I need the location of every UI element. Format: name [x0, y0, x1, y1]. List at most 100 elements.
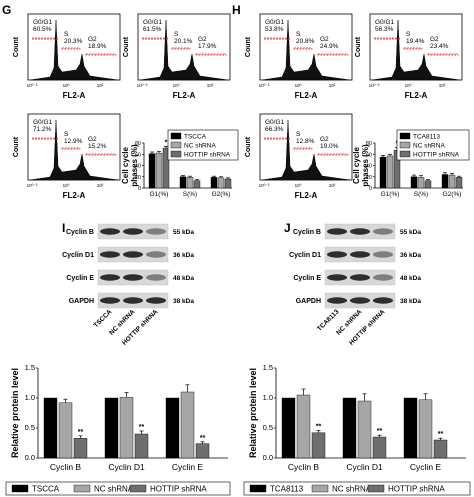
- gate-s-line: [293, 147, 313, 150]
- gate-g0g1-line: [263, 37, 291, 40]
- gate-s-line: [61, 147, 81, 150]
- blot-band: [100, 297, 120, 304]
- gate-g2-line: [85, 53, 117, 56]
- blot-band: [146, 274, 166, 281]
- gate-g0g1-line: [31, 137, 59, 140]
- bar-nc-shrna: [217, 177, 225, 189]
- significance-marker: **: [78, 429, 84, 436]
- flow-ylabel: Count: [123, 36, 130, 57]
- flow-s-label: S 20.3%: [64, 31, 83, 45]
- bar-hottip-shrna: [372, 436, 387, 459]
- x-category-label: S(%): [183, 191, 197, 198]
- flow-xlabel: FL2-A: [405, 91, 428, 100]
- legend-swatch: [399, 141, 411, 149]
- blot-band: [123, 251, 143, 258]
- gate-g2-line: [195, 53, 227, 56]
- flow-g0g1-label: G0/G1 71.2%: [33, 119, 53, 133]
- flow-histogram: [29, 19, 119, 81]
- bar-nc-shrna: [180, 391, 195, 459]
- flow-g2-label: G2 23.4%: [430, 36, 449, 50]
- flow-tick-label: 10⁰⁻²: [259, 183, 270, 188]
- bar-hottip-shrna: [224, 178, 232, 189]
- bar-tca8113: [441, 174, 449, 189]
- legend-box: [243, 481, 471, 496]
- flow-g2-label: G2 24.9%: [320, 36, 339, 50]
- legend-label: NC shRNA: [94, 485, 134, 494]
- gate-s-line: [293, 47, 313, 50]
- flow-tick-label: 10²: [329, 183, 336, 188]
- flow-tick-label: 10⁰⁻²: [27, 183, 38, 188]
- flow-tick-label: 10⁰: [173, 83, 180, 88]
- blot-band: [350, 228, 370, 235]
- bar-nc-shrna: [58, 402, 73, 459]
- panel-letter-g: G: [2, 3, 11, 17]
- x-category-label: Cyclin B: [50, 462, 82, 472]
- blot-band: [146, 228, 166, 235]
- blot-band: [327, 274, 347, 281]
- gate-g2-line: [317, 53, 349, 56]
- significance-marker: **: [377, 428, 383, 435]
- blot-kda-label: 38 kDa: [173, 298, 194, 305]
- bar-nc-shrna: [418, 399, 433, 459]
- flow-g2-label: G2 17.9%: [198, 36, 217, 50]
- bar-tca8113: [281, 397, 296, 459]
- legend-label: TCA8113: [270, 485, 304, 494]
- bar-hottip-shrna: [195, 443, 210, 459]
- flow-xlabel: FL2-A: [295, 91, 318, 100]
- y-tick-label: 0.0: [25, 453, 35, 462]
- bar-nc-shrna: [448, 174, 456, 189]
- legend-swatch: [367, 484, 385, 493]
- bar-tscca: [210, 177, 218, 189]
- bar-tca8113: [379, 156, 387, 189]
- blot-band: [327, 251, 347, 258]
- y-tick-label: 1.5: [25, 363, 35, 372]
- blot-row-label: Cyclin D1: [62, 252, 94, 259]
- flow-tick-label: 10⁰⁻²: [259, 83, 270, 88]
- x-category-label: Cyclin D1: [108, 462, 145, 472]
- bar-tscca: [104, 397, 119, 459]
- legend-swatch: [170, 132, 182, 140]
- blot-band: [373, 297, 393, 304]
- y-tick-label: 1.0: [25, 393, 35, 402]
- flow-tick-label: 10²: [329, 83, 336, 88]
- blot-band: [350, 251, 370, 258]
- blot-band: [123, 274, 143, 281]
- blot-kda-label: 48 kDa: [173, 275, 194, 282]
- flow-tick-label: 10²: [97, 83, 104, 88]
- flow-s-label: S 19.4%: [406, 31, 425, 45]
- legend-swatch: [11, 484, 29, 493]
- flow-s-label: S 12.8%: [296, 131, 315, 145]
- flow-tick-label: 10⁰: [295, 83, 302, 88]
- flow-tick-label: 10⁰: [63, 183, 70, 188]
- flow-histogram: [261, 19, 351, 81]
- blot-row-label: Cyclin B: [293, 229, 321, 236]
- flow-histogram: [371, 19, 461, 81]
- blot-kda-label: 36 kDa: [400, 252, 421, 259]
- y-tick-label: 0.5: [263, 423, 273, 432]
- blot-band: [373, 228, 393, 235]
- bar-tscca: [148, 153, 156, 189]
- bar-hottip-shrna: [433, 439, 448, 459]
- blot-band: [100, 251, 120, 258]
- blot-band: [327, 297, 347, 304]
- flow-g0g1-label: G0/G1 61.5%: [143, 19, 163, 33]
- bar-tscca: [43, 397, 58, 459]
- y-tick-label: 0.5: [25, 423, 35, 432]
- flow-ylabel: Count: [13, 136, 20, 157]
- legend-swatch: [399, 150, 411, 158]
- y-tick-label: 40: [366, 164, 372, 170]
- legend-swatch: [73, 484, 91, 493]
- bar-tca8113: [342, 397, 357, 459]
- gate-g2-line: [85, 153, 117, 156]
- gate-s-line: [171, 47, 191, 50]
- y-axis-label: Relative protein level: [10, 368, 20, 458]
- legend-label: HOTTIP shRNA: [150, 485, 207, 494]
- x-category-label: G1(%): [381, 191, 400, 198]
- y-tick-label: 0: [369, 186, 372, 192]
- blot-band: [146, 251, 166, 258]
- y-tick-label: 60: [366, 152, 372, 158]
- x-category-label: Cyclin E: [172, 462, 204, 472]
- bar-hottip-shrna: [455, 177, 463, 189]
- blot-band: [123, 228, 143, 235]
- flow-tick-label: 10⁰: [63, 83, 70, 88]
